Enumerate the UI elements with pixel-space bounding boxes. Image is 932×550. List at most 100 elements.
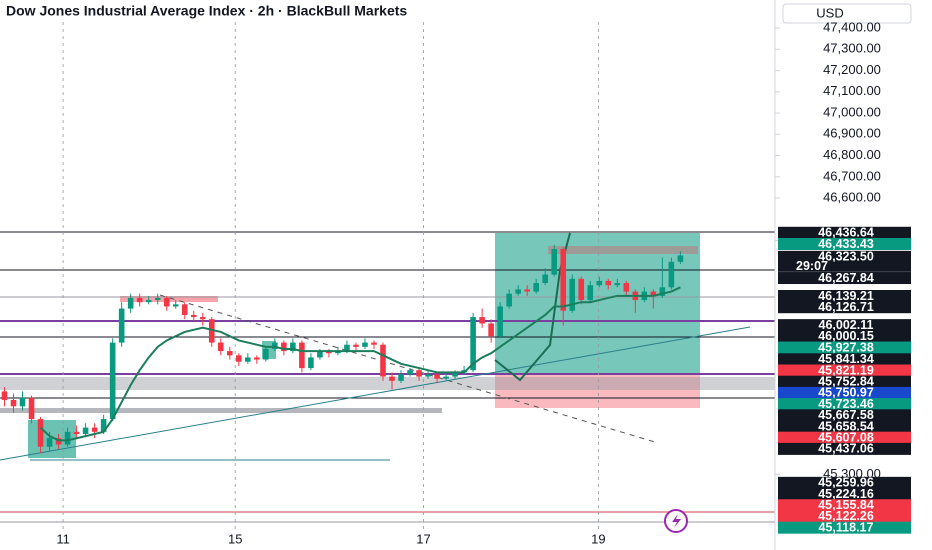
candle-body — [380, 344, 386, 377]
trend-line — [159, 294, 656, 443]
candle-body — [659, 287, 666, 296]
price-tag-label: 46,126.71 — [818, 300, 874, 314]
x-tick-label: 15 — [228, 531, 242, 546]
candle-body — [407, 370, 413, 375]
candle-body — [506, 293, 512, 307]
loss-zone — [495, 375, 700, 408]
price-tag — [778, 250, 911, 263]
price-tag — [778, 409, 911, 422]
candle-body — [91, 427, 98, 432]
candle-body — [136, 297, 143, 303]
axis-labels: 47,400.00 47,300.00 47,200.00 47,100.00 47,0… — [775, 19, 911, 534]
candle-body — [551, 249, 558, 275]
y-tick-label: 47,200.00 — [823, 62, 881, 77]
candle-body — [263, 348, 269, 360]
candle-body — [353, 344, 359, 347]
candle-body — [290, 342, 296, 352]
price-tag-label: 45,927.38 — [818, 340, 874, 354]
price-tag — [778, 375, 911, 388]
y-tick-label: 47,300.00 — [823, 41, 881, 56]
price-tag — [778, 319, 911, 332]
candle-body — [217, 342, 224, 352]
price-tag — [778, 420, 911, 433]
moving-average — [39, 286, 681, 442]
candle-body — [154, 297, 161, 301]
candle-body — [677, 255, 684, 262]
price-tag — [778, 476, 911, 489]
candle-body — [488, 323, 494, 337]
price-tag-label: 45,841.34 — [818, 352, 874, 366]
price-tag-label: 46,002.11 — [819, 318, 874, 332]
price-tag — [778, 226, 911, 239]
candle-body — [55, 438, 62, 445]
price-tag-label: 45,821.19 — [818, 363, 874, 377]
currency-box[interactable] — [782, 3, 912, 24]
candle-body — [569, 278, 576, 311]
candle-body — [605, 280, 612, 286]
candle-body — [623, 283, 630, 292]
price-tag-label: 45,667.58 — [818, 408, 874, 422]
candle-body — [254, 357, 260, 360]
price-tag — [778, 289, 911, 302]
candle-body — [497, 306, 503, 337]
candle-body — [199, 317, 206, 320]
price-tag-label: 45,224.16 — [818, 487, 874, 501]
zone — [0, 377, 775, 390]
currency[interactable]: USD — [816, 5, 843, 20]
y-tick-label: 47,100.00 — [823, 83, 881, 98]
price-tag-label: 45,658.54 — [818, 419, 874, 433]
candle-body — [82, 427, 89, 434]
x-tick-label: 19 — [591, 531, 605, 546]
price-tag — [778, 431, 911, 444]
candle-body — [326, 351, 332, 354]
candle-body — [272, 342, 278, 349]
candle-body — [245, 357, 251, 362]
price-tag-label: 45,122.26 — [818, 509, 874, 523]
candle-body — [181, 304, 188, 315]
candle-body — [335, 351, 341, 354]
candle-body — [28, 397, 35, 420]
price-tag — [778, 442, 911, 455]
candle-body — [596, 280, 603, 286]
price-tag — [778, 330, 911, 343]
candle-body — [515, 289, 521, 294]
price-tag-label: 45,607.08 — [818, 430, 874, 444]
drawings — [0, 231, 775, 523]
candle-body — [344, 344, 350, 352]
candle-body — [37, 419, 44, 447]
candle-body — [389, 376, 395, 381]
price-tag — [778, 301, 911, 314]
candle-body — [425, 374, 431, 377]
candle-body — [163, 297, 170, 307]
price-tag-label: 45,750.97 — [818, 386, 874, 400]
price-tag — [778, 341, 911, 354]
candle-body — [227, 351, 233, 356]
price-tag — [778, 237, 911, 250]
candle-body — [587, 285, 594, 301]
candle-body — [100, 419, 107, 432]
price-tag — [778, 510, 911, 523]
candle-body — [443, 376, 449, 379]
candle-body — [317, 351, 323, 358]
candle-body — [416, 370, 422, 377]
candle-body — [73, 431, 80, 434]
candle-body — [1, 391, 8, 400]
price-tag-label: 45,723.46 — [818, 397, 874, 411]
candle-body — [533, 283, 539, 292]
candle-body — [118, 308, 125, 343]
candle-body — [236, 355, 242, 362]
price-tag-label: 46,436.64 — [818, 226, 874, 240]
price-tag — [778, 364, 911, 377]
profit-zone — [495, 233, 700, 375]
candle-body — [560, 249, 567, 311]
candle-body — [371, 342, 377, 345]
candle-body — [10, 399, 17, 407]
zone — [0, 408, 442, 413]
chart-title: Dow Jones Industrial Average Index · 2h … — [6, 3, 407, 19]
x-tick-label: 17 — [416, 531, 430, 546]
candle-body — [470, 317, 476, 371]
price-tag — [778, 499, 911, 512]
y-tick-label: 47,000.00 — [823, 104, 881, 119]
candle-body — [109, 342, 116, 420]
